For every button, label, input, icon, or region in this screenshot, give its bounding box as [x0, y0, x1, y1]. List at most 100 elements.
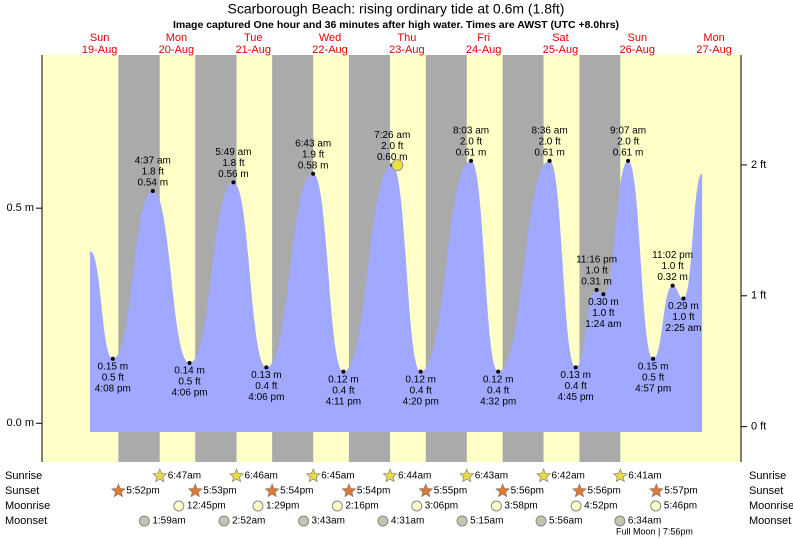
tide-point — [311, 171, 316, 176]
row-label: Moonset — [749, 515, 791, 527]
tide-label: 0.58 m — [298, 160, 329, 171]
event-icon — [614, 515, 626, 527]
tide-label: 0.61 m — [456, 147, 487, 158]
tide-label: 0.15 m — [98, 361, 129, 372]
tide-label: 0.4 ft — [565, 381, 587, 392]
y-tick-label: 0.5 m — [6, 202, 34, 214]
row-label: Moonrise — [749, 500, 793, 512]
event-time: 5:46pm — [664, 501, 697, 512]
row-label: Moonrise — [5, 500, 50, 512]
event-time: 6:42am — [552, 471, 585, 482]
event-time: 2:52am — [232, 516, 265, 527]
y2-tick-label: 1 ft — [751, 290, 766, 302]
event-time: 1:29pm — [266, 501, 299, 512]
tide-point — [469, 158, 474, 163]
tide-label: 1.8 ft — [222, 158, 244, 169]
tide-label: 0.5 ft — [102, 372, 124, 383]
row-label: Sunrise — [5, 470, 42, 482]
event-icon — [173, 500, 185, 512]
day-date: 27-Aug — [696, 44, 731, 56]
event-time: 5:52pm — [126, 486, 159, 497]
event-time: 5:56am — [549, 516, 582, 527]
event-icon — [456, 515, 468, 527]
tide-label: 0.13 m — [560, 370, 591, 381]
event-time: 5:57pm — [664, 486, 697, 497]
tide-label: 0.13 m — [251, 370, 282, 381]
day-name: Thu — [397, 32, 416, 44]
event-icon — [535, 515, 547, 527]
event-time: 6:46am — [244, 471, 277, 482]
event-icon — [495, 483, 511, 498]
tide-point — [264, 365, 269, 370]
day-date: 20-Aug — [159, 44, 194, 56]
chart-title: Scarborough Beach: rising ordinary tide … — [228, 1, 565, 17]
tide-label: 0.54 m — [138, 178, 169, 189]
event-time: 6:45am — [321, 471, 354, 482]
event-icon — [252, 500, 264, 512]
tide-label: 0.30 m — [588, 297, 619, 308]
day-date: 19-Aug — [82, 44, 117, 56]
tide-label: 0.61 m — [613, 147, 644, 158]
tide-label: 0.60 m — [377, 152, 408, 163]
tide-point — [594, 287, 599, 292]
tide-point — [626, 158, 631, 163]
tide-label: 8:36 am — [532, 125, 568, 136]
event-time: 6:44am — [398, 471, 431, 482]
tide-label: 2.0 ft — [617, 136, 639, 147]
tide-point — [681, 296, 686, 301]
tide-label: 4:45 pm — [558, 392, 594, 403]
tide-label: 0.14 m — [174, 366, 205, 377]
tide-label: 4:20 pm — [403, 396, 439, 407]
tide-label: 0.12 m — [328, 374, 359, 385]
tide-label: 4:11 pm — [326, 396, 361, 407]
tide-point — [670, 283, 675, 288]
event-time: 6:34am — [628, 516, 661, 527]
tide-label: 1.0 ft — [592, 308, 614, 319]
tide-label: 2.0 ft — [381, 141, 403, 152]
tide-label: 2.0 ft — [538, 136, 560, 147]
event-icon — [152, 468, 168, 483]
event-time: 12:45pm — [187, 501, 226, 512]
event-icon — [110, 483, 126, 498]
tide-label: 0.5 ft — [178, 377, 200, 388]
day-name: Fri — [477, 32, 490, 44]
tide-point — [231, 180, 236, 185]
day-date: 24-Aug — [466, 44, 501, 56]
current-tide — [391, 159, 404, 172]
event-icon — [264, 483, 280, 498]
tide-label: 0.5 ft — [642, 372, 664, 383]
tide-label: 1.9 ft — [302, 149, 324, 160]
full-moon: Full Moon | 7:56pm — [616, 526, 693, 536]
tide-label: 0.15 m — [638, 361, 669, 372]
tide-point — [418, 369, 423, 374]
event-time: 1:59am — [152, 516, 185, 527]
tide-point — [496, 369, 501, 374]
tide-label: 0.4 ft — [487, 385, 509, 396]
tide-label: 5:49 am — [215, 147, 251, 158]
tide-label: 0.56 m — [218, 169, 249, 180]
event-icon — [218, 515, 230, 527]
tide-label: 0.4 ft — [410, 385, 432, 396]
tide-point — [601, 292, 606, 297]
day-name: Sat — [552, 32, 569, 44]
day-name: Wed — [319, 32, 341, 44]
tide-label: 11:02 pm — [652, 250, 693, 261]
day-date: 23-Aug — [389, 44, 424, 56]
tide-label: 4:37 am — [135, 156, 171, 167]
event-icon — [229, 468, 244, 483]
row-label: Sunrise — [749, 470, 786, 482]
y2-tick-label: 2 ft — [751, 159, 766, 171]
event-icon — [572, 483, 587, 498]
tide-label: 0.31 m — [581, 277, 612, 288]
tide-point — [651, 356, 656, 361]
event-icon — [418, 483, 434, 498]
tide-label: 1.0 ft — [661, 261, 683, 272]
tide-label: 0.4 ft — [332, 385, 354, 396]
tide-label: 0.32 m — [657, 272, 688, 283]
row-label: Moonset — [5, 515, 47, 527]
y2-tick-label: 0 ft — [751, 421, 766, 433]
event-time: 5:53pm — [203, 486, 236, 497]
event-time: 5:56pm — [511, 486, 544, 497]
day-date: 21-Aug — [235, 44, 270, 56]
tide-label: 0.12 m — [483, 374, 514, 385]
